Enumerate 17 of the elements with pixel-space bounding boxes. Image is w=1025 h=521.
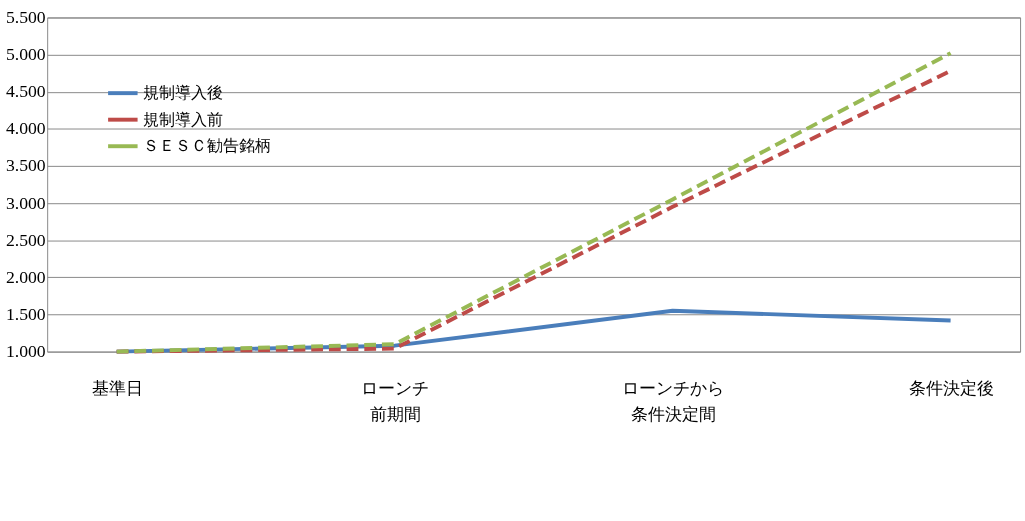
x-tick-label: 条件決定後 [908, 378, 994, 399]
y-tick-label: 4.500 [5, 81, 46, 102]
x-tick-label: ローンチから条件決定間 [622, 378, 725, 424]
y-tick-label: 1.500 [5, 303, 46, 324]
y-tick-label: 1.000 [5, 341, 46, 362]
legend-label: 規制導入後 [143, 83, 224, 103]
y-tick-label: 5.000 [5, 44, 46, 65]
y-tick-label: 2.500 [5, 229, 46, 250]
y-tick-label: 2.000 [5, 266, 46, 287]
legend-label: 規制導入前 [143, 109, 224, 129]
y-tick-label: 4.000 [5, 118, 46, 139]
x-tick-label: 基準日 [91, 378, 143, 399]
y-tick-label: 5.500 [5, 6, 46, 27]
legend-label: ＳＥＳＣ勧告銘柄 [143, 136, 272, 156]
x-tick-label: ローンチ前期間 [361, 378, 430, 424]
y-tick-label: 3.500 [5, 155, 46, 176]
y-tick-label: 3.000 [5, 192, 46, 213]
